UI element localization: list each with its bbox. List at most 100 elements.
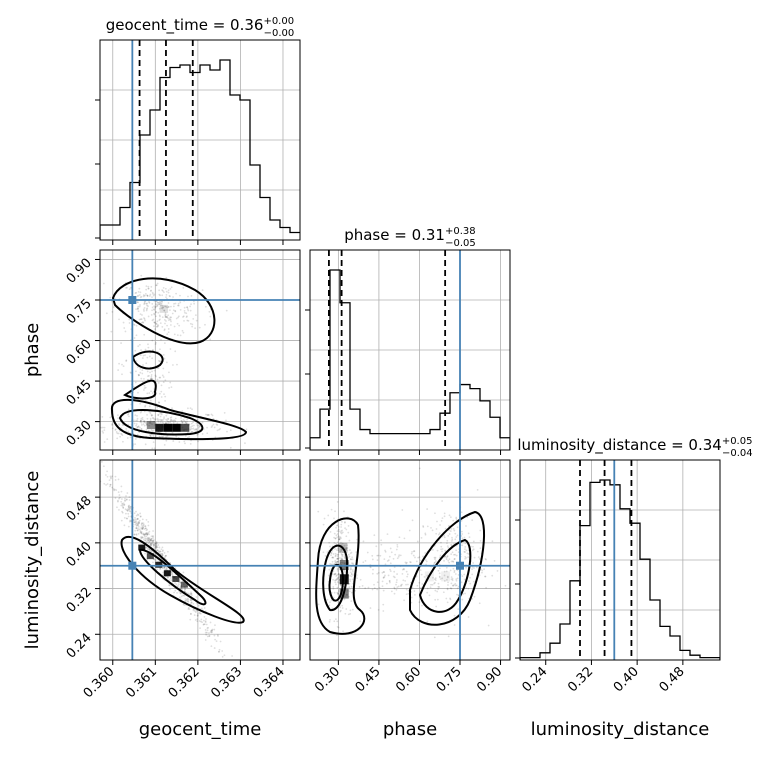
sample-point (438, 572, 441, 575)
sample-point (460, 581, 463, 584)
sample-point (426, 525, 429, 528)
y-tick-label: 0.30 (64, 418, 95, 449)
sample-point (485, 558, 487, 561)
sample-point (448, 561, 451, 564)
sample-point (346, 546, 349, 549)
sample-point (196, 424, 199, 427)
sample-point (435, 528, 438, 530)
sample-point (196, 620, 199, 623)
sample-point (156, 301, 159, 304)
sample-point (97, 469, 99, 471)
sample-point (94, 461, 96, 463)
sample-point (361, 584, 364, 587)
sample-point (109, 483, 112, 486)
sample-point (176, 334, 179, 337)
sample-point (345, 535, 348, 538)
sample-point (433, 556, 436, 559)
sample-point (139, 296, 142, 299)
sample-point (209, 338, 212, 341)
sample-point (157, 544, 160, 546)
sample-point (135, 533, 138, 536)
sample-point (153, 321, 156, 324)
sample-point (445, 597, 448, 600)
sample-point (155, 300, 157, 303)
sample-point (334, 542, 337, 545)
sample-point (241, 680, 243, 682)
sample-point (120, 342, 122, 344)
sample-point (349, 566, 352, 569)
sample-point (393, 587, 396, 590)
sample-point (352, 562, 354, 565)
sample-point (171, 431, 174, 434)
sample-point (176, 363, 178, 366)
sample-point (341, 607, 344, 609)
sample-point (155, 375, 157, 378)
sample-point (114, 429, 117, 431)
sample-point (155, 542, 158, 545)
sample-point (146, 528, 149, 531)
x-tick-label: 0.60 (393, 664, 424, 695)
sample-point (433, 636, 436, 639)
sample-point (152, 435, 155, 438)
sample-point (418, 581, 421, 584)
sample-point (190, 592, 193, 595)
sample-point (138, 294, 141, 296)
sample-point (350, 568, 352, 570)
sample-point (379, 554, 382, 557)
sample-point (147, 429, 150, 432)
sample-point (208, 632, 210, 634)
sample-point (177, 304, 180, 307)
sample-point (426, 508, 429, 510)
sample-point (231, 655, 234, 657)
sample-point (141, 416, 144, 419)
sample-point (209, 315, 212, 318)
sample-point (452, 584, 455, 587)
sample-point (150, 535, 153, 538)
sample-point (441, 517, 444, 520)
sample-point (388, 580, 391, 582)
sample-point (152, 429, 155, 432)
sample-point (444, 549, 447, 552)
sample-point (152, 545, 155, 547)
sample-point (137, 305, 140, 308)
sample-point (151, 535, 154, 538)
sample-point (371, 554, 374, 557)
sample-point (439, 524, 441, 526)
sample-point (151, 417, 154, 419)
sample-point (211, 629, 213, 632)
sample-point (137, 425, 140, 428)
sample-point (211, 424, 214, 427)
sample-point (117, 478, 120, 481)
sample-point (449, 587, 452, 590)
sample-point (158, 303, 161, 306)
sample-point (343, 598, 346, 601)
sample-point (372, 568, 374, 571)
sample-point (343, 544, 346, 547)
sample-point (128, 507, 131, 510)
sample-point (185, 422, 188, 425)
sample-point (451, 579, 454, 582)
sample-point (161, 325, 164, 328)
sample-point (226, 430, 228, 433)
sample-point (147, 532, 150, 534)
sample-point (467, 532, 470, 535)
sample-point (385, 582, 388, 585)
sample-point (146, 417, 149, 420)
sample-point (211, 629, 213, 632)
sample-point (349, 609, 352, 612)
sample-point (154, 307, 156, 309)
panel-frame (99, 459, 301, 661)
sample-point (165, 290, 168, 293)
sample-point (155, 546, 158, 549)
sample-point (210, 426, 213, 428)
sample-point (183, 590, 186, 593)
sample-point (426, 620, 429, 623)
sample-point (223, 654, 226, 657)
sample-point (151, 430, 154, 433)
sample-point (148, 537, 151, 539)
sample-point (410, 596, 413, 599)
sample-point (344, 571, 347, 574)
sample-point (153, 369, 156, 372)
sample-point (167, 302, 170, 304)
sample-point (156, 406, 159, 409)
